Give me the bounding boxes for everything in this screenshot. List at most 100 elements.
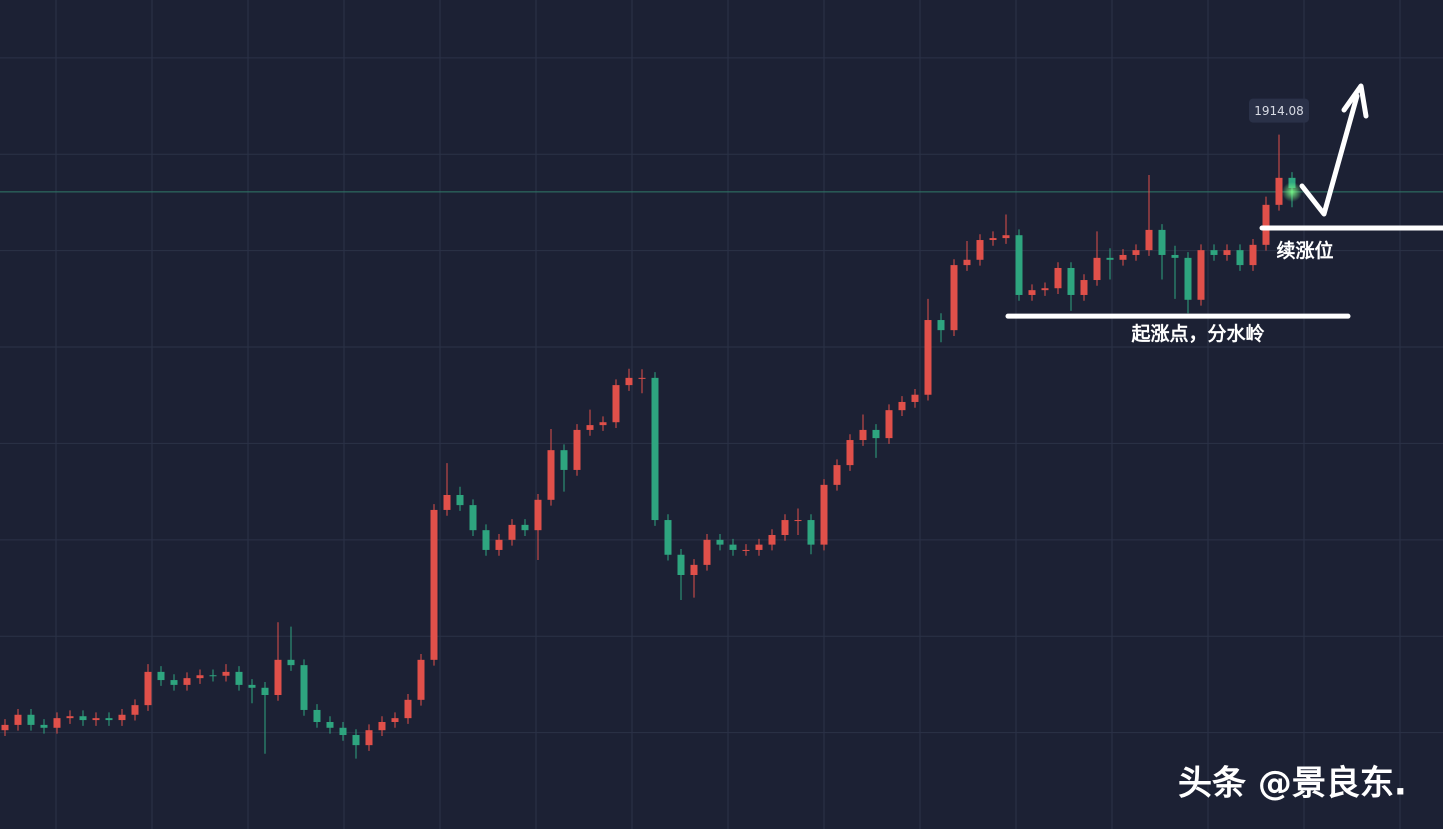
candle-body (1275, 177, 1283, 205)
candle-body (1158, 229, 1166, 255)
candle-body (40, 724, 48, 728)
candle-body (248, 684, 256, 688)
candle-body (833, 465, 841, 485)
candle-body (1106, 257, 1114, 260)
candle-body (313, 709, 321, 723)
candle-body (898, 401, 906, 411)
candle-body (950, 265, 958, 331)
candle-body (326, 722, 334, 728)
candle-body (365, 730, 373, 746)
candle-body (664, 520, 672, 555)
candle-body (716, 539, 724, 545)
candle-body (495, 539, 503, 550)
candle-body (66, 716, 74, 719)
price-label: 1914.08 (1254, 104, 1304, 118)
candle-body (443, 494, 451, 510)
candle-body (976, 240, 984, 260)
candle-body (703, 539, 711, 565)
candle-body (677, 554, 685, 575)
candle-body (521, 524, 529, 531)
last-glow (1282, 181, 1302, 202)
candle-body (183, 678, 191, 685)
candle-body (768, 534, 776, 545)
candle-body (1041, 288, 1049, 291)
level-label: 续涨位 (1276, 239, 1333, 262)
candle-body (625, 377, 633, 386)
candle-body (131, 705, 139, 715)
candle-body (612, 385, 620, 423)
candle-body (105, 718, 113, 721)
candle-body (157, 671, 165, 681)
candle-body (1236, 250, 1244, 266)
candle-body (1080, 280, 1088, 295)
horizontal-grid (0, 57, 1443, 734)
candle-body (1171, 254, 1179, 258)
candle-body (417, 659, 425, 700)
candle-body (729, 544, 737, 550)
candle-body (391, 718, 399, 723)
candle-body (885, 410, 893, 439)
candle-body (794, 520, 802, 522)
candle-body (261, 687, 269, 696)
watermark: 头条 @景良东. (1178, 764, 1407, 804)
candle-body (1249, 244, 1257, 266)
candle-body (872, 429, 880, 439)
candle-body (118, 714, 126, 721)
candle-body (482, 530, 490, 550)
candle-body (573, 429, 581, 470)
candle-body (1, 724, 9, 731)
candle-body (638, 377, 646, 379)
candle-body (339, 727, 347, 736)
candle-body (742, 549, 750, 551)
candle-body (1028, 290, 1036, 295)
candle-body (404, 699, 412, 719)
candle-body (469, 505, 477, 531)
candle-body (807, 520, 815, 545)
candle-body (1223, 250, 1231, 255)
candle-body (222, 671, 230, 676)
candle-body (924, 320, 932, 395)
candle-body (92, 718, 100, 721)
candle-body (820, 484, 828, 545)
candle-body (963, 259, 971, 266)
candle-body (1093, 257, 1101, 281)
candle-body (651, 377, 659, 521)
candle-body (287, 659, 295, 666)
candle-body (300, 665, 308, 710)
candle-body (560, 450, 568, 470)
candle-body (170, 680, 178, 685)
candle-body (14, 714, 22, 725)
candle-body (456, 494, 464, 506)
candle-body (534, 499, 542, 531)
arrow (1299, 93, 1360, 217)
candle-body (1132, 250, 1140, 255)
candles (1, 134, 1302, 759)
price-label-box (1249, 98, 1309, 123)
candle-body (235, 671, 243, 685)
candle-body (1067, 267, 1075, 295)
candle-body (27, 714, 35, 725)
candle-body (144, 671, 152, 706)
vertical-grid (55, 0, 1401, 829)
candle-body (911, 394, 919, 402)
candle-body (196, 675, 204, 679)
candle-body (690, 564, 698, 575)
candle-body (378, 722, 386, 731)
candle-body (547, 450, 555, 500)
candle-body (1015, 235, 1023, 295)
candle-body (1002, 235, 1010, 239)
candle-body (846, 440, 854, 466)
candle-body (274, 659, 282, 696)
candle-body (937, 320, 945, 331)
candle-body (53, 718, 61, 728)
candle-body (1054, 267, 1062, 289)
candle-body (859, 429, 867, 441)
candle-body (209, 675, 217, 677)
candle-body (1184, 257, 1192, 300)
candle-body (79, 716, 87, 721)
candle-body (1119, 254, 1127, 260)
